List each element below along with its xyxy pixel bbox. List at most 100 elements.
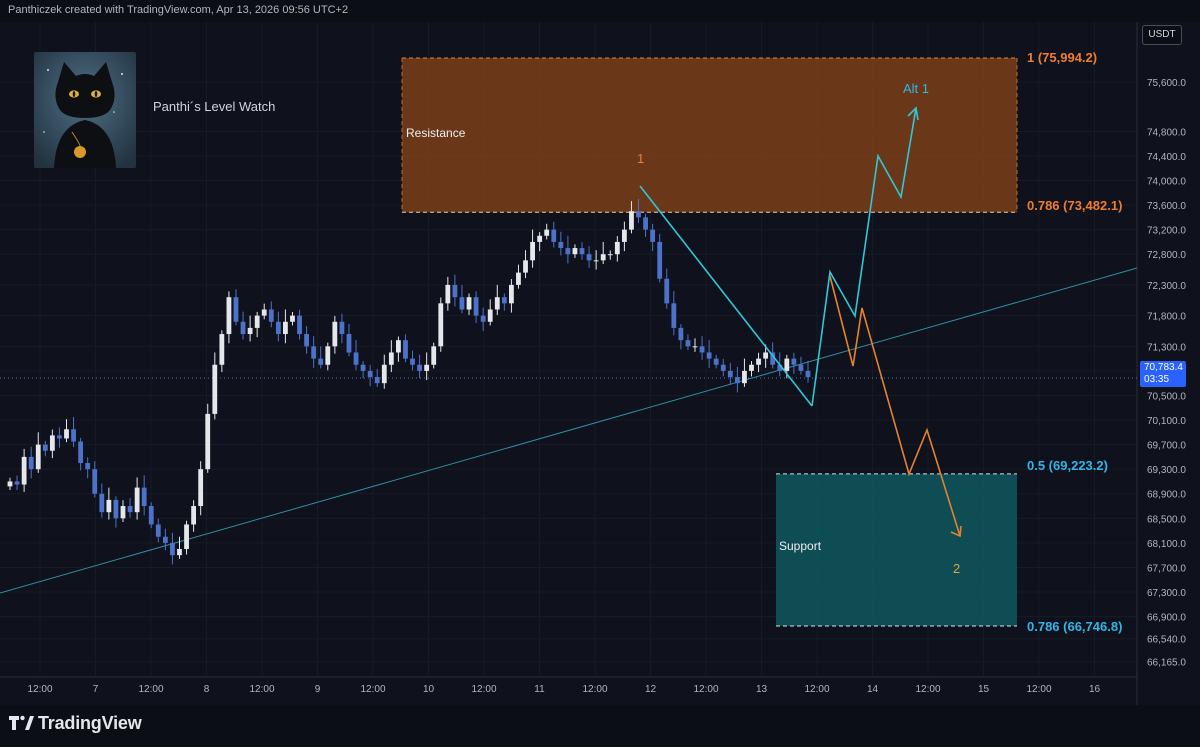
candle-body: [516, 272, 521, 285]
candle-body: [629, 211, 634, 230]
projection-alt1-path: [811, 107, 917, 407]
candle-body: [417, 364, 422, 371]
candle-body: [170, 542, 175, 556]
candle-body: [636, 211, 641, 218]
x-tick-label: 12:00: [249, 684, 274, 695]
candle-body: [664, 278, 670, 304]
fib-label-support-0786: 0.786 (66,746.8): [1027, 619, 1123, 634]
y-tick-label: 74,000.0: [1147, 176, 1186, 187]
y-tick-label: 75,600.0: [1147, 78, 1186, 89]
y-tick-label: 71,300.0: [1147, 342, 1186, 353]
candle-body: [593, 260, 599, 262]
candle-body: [85, 463, 91, 470]
candle-body: [49, 435, 55, 451]
fib-label-support-05: 0.5 (69,223.2): [1027, 458, 1108, 473]
candle-body: [466, 297, 472, 310]
y-tick-label: 74,800.0: [1147, 127, 1186, 138]
candle-body: [35, 444, 41, 470]
candle-body: [177, 549, 182, 556]
x-tick-label: 12:00: [1026, 684, 1051, 695]
candle-body: [360, 364, 366, 371]
x-tick-label: 12:00: [27, 684, 52, 695]
candle-body: [311, 346, 317, 359]
candle-body: [530, 241, 535, 261]
x-tick-label: 12:00: [582, 684, 607, 695]
candle-body: [57, 435, 62, 439]
candle-countdown: 03:35: [1144, 374, 1170, 385]
y-tick-label: 73,200.0: [1147, 226, 1186, 237]
candle-body: [480, 315, 486, 322]
y-tick-label: 68,500.0: [1147, 514, 1186, 525]
candle-body: [283, 321, 288, 335]
x-tick-label: 14: [867, 684, 879, 695]
candle-body: [720, 364, 726, 371]
candle-body: [191, 506, 197, 525]
x-tick-label: 9: [315, 684, 321, 695]
candle-body: [798, 364, 804, 371]
candle-body: [162, 536, 168, 543]
candle-body: [403, 340, 408, 359]
wave-label-1: 1: [637, 151, 645, 166]
candle-body: [346, 334, 352, 353]
candle-body: [247, 327, 253, 335]
wave-label-2: 2: [953, 561, 961, 576]
candle-body: [254, 315, 260, 328]
candle-body: [21, 456, 27, 485]
y-tick-label: 67,700.0: [1147, 563, 1186, 574]
candle-body: [14, 481, 20, 485]
x-tick-label: 11: [534, 684, 545, 695]
candle-body: [240, 321, 246, 335]
x-tick-label: 7: [93, 684, 99, 695]
candle-body: [614, 241, 620, 255]
candle-body: [742, 370, 747, 384]
y-tick-label: 66,165.0: [1147, 658, 1186, 669]
candle-body: [219, 334, 225, 365]
candle-body: [579, 248, 585, 255]
candle-body: [473, 297, 479, 316]
x-tick-label: 12:00: [915, 684, 940, 695]
y-tick-label: 66,900.0: [1147, 613, 1186, 624]
candle-body: [290, 315, 295, 322]
candle-body: [621, 229, 627, 242]
candle-body: [396, 340, 401, 353]
trend-line: [0, 267, 1138, 594]
projection-alt1-arrowhead: [907, 106, 919, 121]
x-tick-label: 8: [204, 684, 210, 695]
support-label: Support: [779, 539, 822, 553]
chart-header: Panthiczek created with TradingView.com,…: [0, 0, 1200, 22]
support-zone: [776, 473, 1017, 626]
candle-body: [438, 303, 444, 347]
y-tick-label: 73,600.0: [1147, 201, 1186, 212]
candle-body: [452, 284, 458, 298]
projection-wave2-path: [829, 275, 961, 537]
candle-body: [148, 506, 154, 525]
candle-body: [501, 297, 507, 304]
candle-body: [487, 309, 493, 322]
candle-body: [318, 358, 324, 365]
candle-body: [607, 254, 613, 256]
y-tick-label: 70,500.0: [1147, 391, 1186, 402]
x-tick-label: 13: [756, 684, 768, 695]
candle-body: [99, 493, 105, 513]
candle-body: [657, 241, 663, 279]
candle-body: [410, 358, 415, 365]
candle-body: [713, 358, 719, 365]
candle-body: [770, 352, 776, 365]
candle-body: [198, 469, 204, 507]
y-tick-label: 66,540.0: [1147, 635, 1186, 646]
candle-body: [600, 254, 606, 261]
header-caption: Panthiczek created with TradingView.com,…: [8, 4, 349, 16]
candle-body: [727, 370, 733, 378]
candle-body: [367, 370, 373, 378]
cat-avatar-image: [34, 52, 136, 168]
x-tick-label: 12:00: [138, 684, 163, 695]
candle-body: [749, 364, 754, 371]
chart-footer: [0, 705, 1200, 747]
currency-selector[interactable]: USDT: [1142, 25, 1182, 45]
tradingview-brand: TradingView: [38, 713, 142, 733]
candle-body: [141, 487, 147, 507]
candle-body: [226, 297, 232, 335]
y-tick-label: 69,300.0: [1147, 465, 1186, 476]
candle-body: [445, 284, 451, 304]
candle-body: [42, 444, 48, 451]
